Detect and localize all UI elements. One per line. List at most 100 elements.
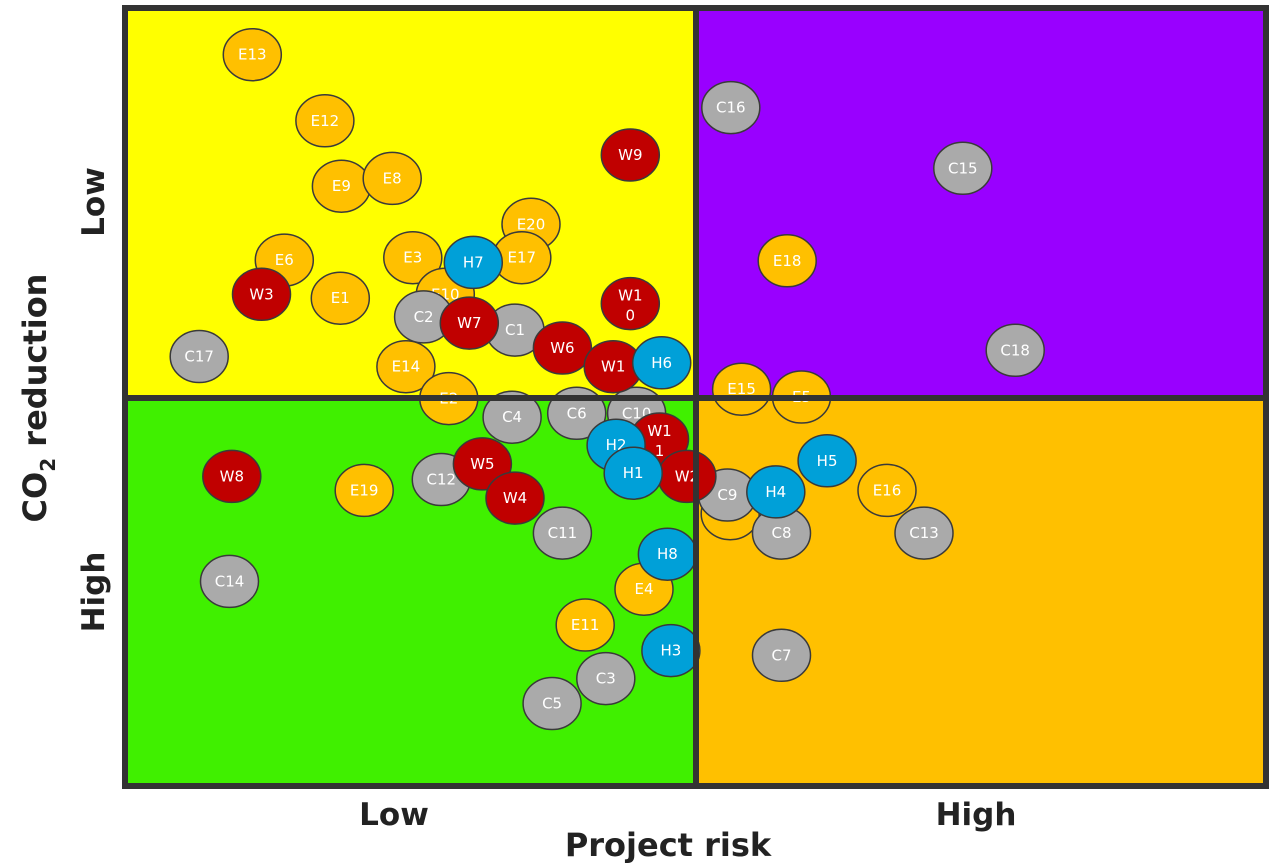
- point-marker: [711, 362, 772, 416]
- point-marker: [222, 27, 283, 82]
- plot-frame: [122, 5, 1269, 789]
- point-marker: [169, 329, 229, 384]
- point-marker: [334, 463, 394, 518]
- point-label: E13: [238, 46, 267, 64]
- point-label: E17: [508, 249, 537, 267]
- point-e11: E11: [555, 598, 615, 652]
- point-w10: W1 0: [600, 276, 661, 331]
- point-w7: W7: [439, 296, 500, 350]
- point-label: E14: [392, 358, 421, 376]
- point-w2: W2: [657, 449, 717, 504]
- point-c13: C13: [894, 506, 954, 560]
- point-h5: H5: [797, 434, 857, 488]
- point-e13: E13: [222, 27, 283, 82]
- point-marker: [631, 336, 692, 390]
- point-label: C18: [1000, 341, 1030, 359]
- point-marker: [576, 651, 636, 706]
- point-label: W2: [675, 467, 699, 485]
- point-label: C12: [427, 471, 457, 489]
- point-marker: [857, 463, 917, 518]
- point-label: E8: [383, 169, 402, 187]
- point-label: W6: [550, 339, 574, 357]
- point-label: E1: [331, 289, 350, 307]
- point-e14: E14: [376, 339, 436, 394]
- point-label: E11: [571, 616, 600, 634]
- point-marker: [199, 554, 260, 609]
- point-label: W5: [470, 455, 494, 473]
- point-label: C13: [909, 524, 939, 542]
- point-e3: E3: [383, 230, 443, 285]
- point-label: C4: [502, 408, 522, 426]
- point-w4: W4: [485, 471, 545, 525]
- point-label: H3: [660, 642, 681, 660]
- point-label: H6: [651, 354, 672, 372]
- point-c5: C5: [522, 676, 582, 731]
- point-marker: [522, 676, 582, 731]
- point-e17: E17: [492, 230, 552, 285]
- point-label: W7: [457, 314, 481, 332]
- point-e1: E1: [310, 271, 371, 325]
- quadrant-high-risk-high-co2: [696, 398, 1266, 786]
- point-w8: W8: [202, 449, 262, 504]
- point-marker: [532, 506, 593, 560]
- x-tick-low: Low: [359, 797, 429, 833]
- point-w9: W9: [600, 128, 661, 182]
- point-marker: [439, 296, 500, 350]
- point-label: E6: [275, 251, 294, 269]
- point-label: H5: [817, 452, 838, 470]
- point-marker: [532, 321, 593, 375]
- point-marker: [376, 339, 436, 394]
- point-label: E19: [350, 481, 379, 499]
- point-marker: [295, 94, 355, 148]
- point-e16: E16: [857, 463, 917, 518]
- point-h4: H4: [746, 465, 806, 519]
- point-marker: [751, 628, 812, 683]
- point-e19: E19: [334, 463, 394, 518]
- x-axis-title: Project risk: [565, 826, 772, 864]
- point-h7: H7: [443, 235, 504, 290]
- point-label: C3: [596, 670, 616, 688]
- point-label: W1: [601, 358, 625, 376]
- point-c3: C3: [576, 651, 636, 706]
- point-label: C11: [548, 524, 578, 542]
- point-e12: E12: [295, 94, 355, 148]
- y-tick-low: Low: [76, 167, 112, 237]
- quadrants: [125, 8, 1266, 786]
- point-marker: [701, 80, 761, 135]
- point-marker: [310, 271, 371, 325]
- point-label: W1 1: [647, 422, 671, 460]
- point-marker: [894, 506, 954, 560]
- point-h3: H3: [641, 623, 701, 678]
- point-marker: [985, 323, 1045, 378]
- point-marker: [600, 128, 661, 182]
- point-label: C2: [414, 308, 434, 326]
- point-e18: E18: [757, 234, 817, 288]
- point-label: W4: [503, 489, 527, 507]
- point-e8: E8: [362, 151, 422, 206]
- point-label: H4: [765, 483, 786, 501]
- point-label: C16: [716, 99, 746, 117]
- x-tick-high: High: [936, 797, 1017, 833]
- point-w6: W6: [532, 321, 593, 375]
- point-label: W9: [618, 146, 642, 164]
- point-label: C6: [567, 404, 587, 422]
- point-label: C1: [505, 321, 525, 339]
- point-w3: W3: [231, 267, 292, 322]
- point-h6: H6: [631, 336, 692, 390]
- point-label: H1: [623, 464, 644, 482]
- point-label: W1 0: [618, 287, 642, 325]
- point-label: E4: [634, 580, 653, 598]
- point-label: H8: [657, 545, 678, 563]
- point-label: E3: [403, 249, 422, 267]
- point-marker: [383, 230, 443, 285]
- point-c1: C1: [485, 303, 545, 357]
- point-e9: E9: [311, 159, 372, 213]
- point-c16: C16: [701, 80, 761, 135]
- point-marker: [443, 235, 504, 290]
- point-e15: E15: [711, 362, 772, 416]
- point-c15: C15: [933, 141, 993, 196]
- point-marker: [362, 151, 422, 206]
- point-marker: [600, 276, 661, 331]
- point-marker: [202, 449, 262, 504]
- point-marker: [797, 434, 857, 488]
